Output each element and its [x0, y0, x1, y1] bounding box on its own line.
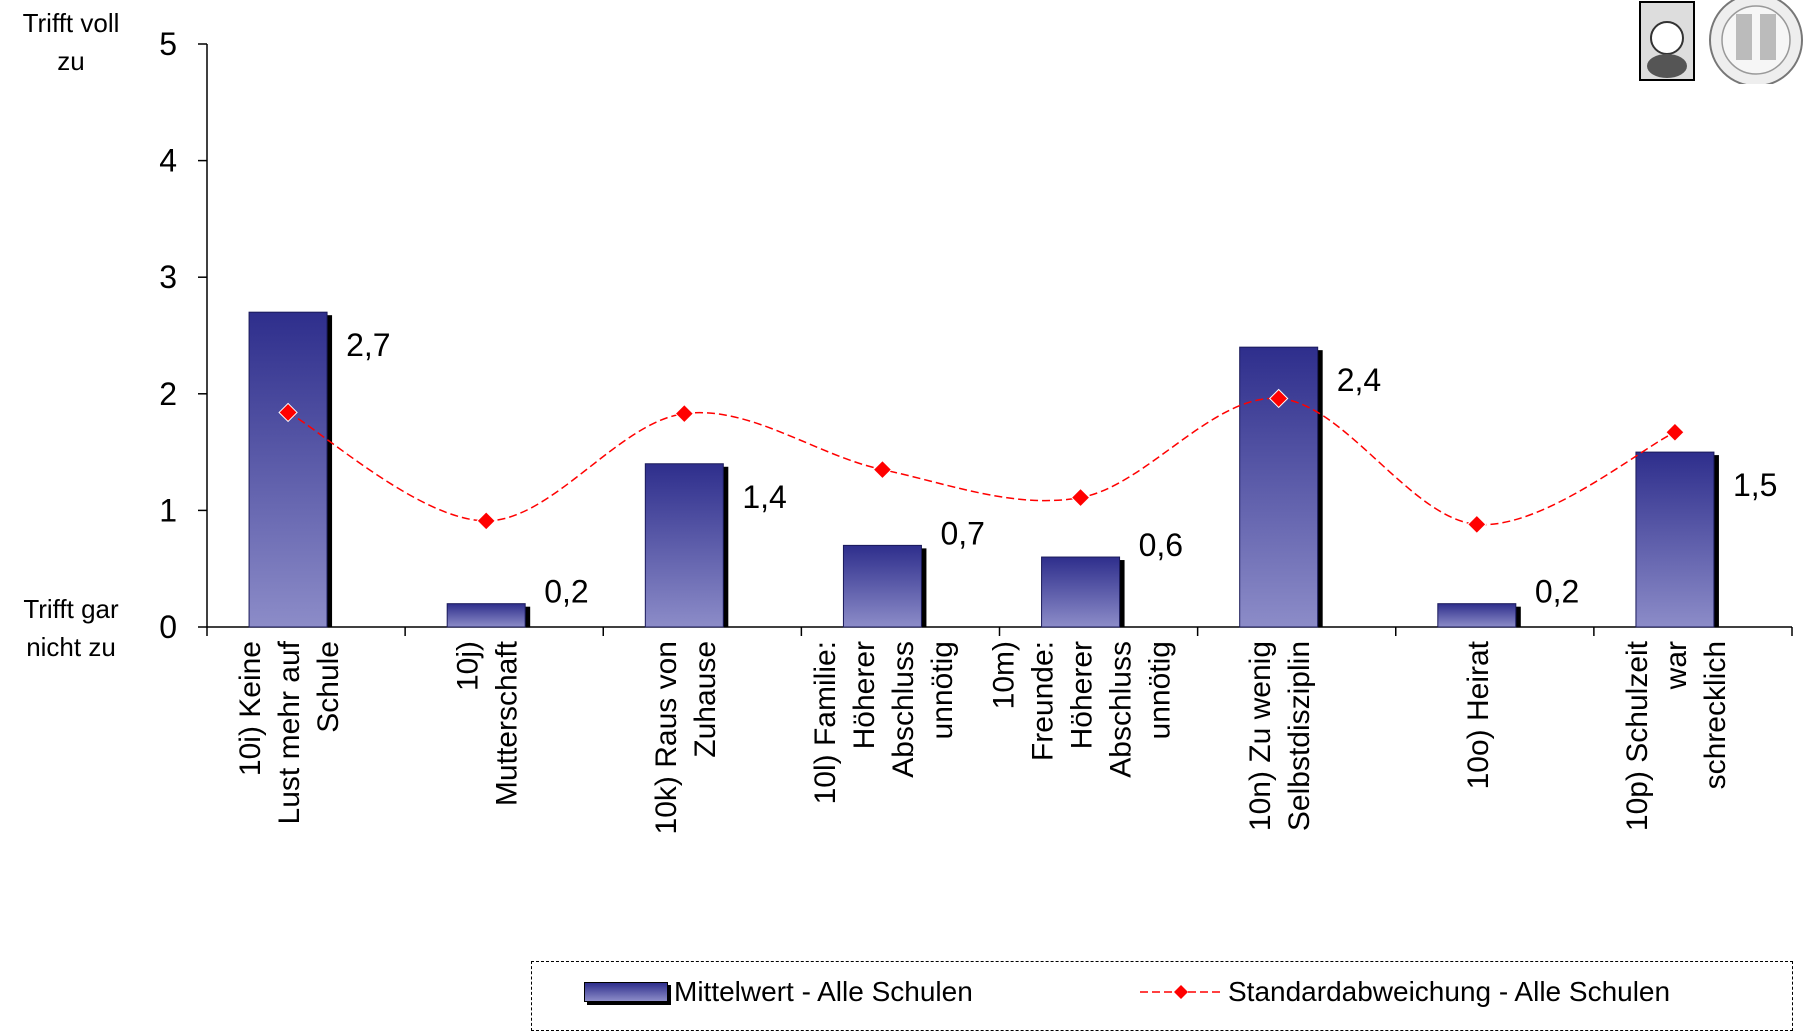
x-tick-label-line: 10j) [452, 641, 485, 691]
std-marker [1268, 388, 1289, 409]
x-tick-label-line: Mutterschaft [491, 640, 524, 806]
y-label-top: Trifft voll zu [22, 8, 120, 76]
x-tick-label-line: Freunde: [1027, 641, 1060, 761]
x-tick-label: 10p) Schulzeit war schrecklich [1621, 640, 1732, 831]
legend-line-swatch [1140, 985, 1222, 999]
bar-value-label: 0,2 [544, 574, 588, 610]
std-marker [1665, 422, 1685, 442]
x-tick-label: 10j) Mutterschaft [452, 640, 524, 806]
x-tick-label: 10k) Raus von Zuhause [650, 641, 722, 834]
bar-value-label: 2,7 [346, 327, 390, 363]
x-tick-label-line: war [1660, 641, 1693, 690]
x-tick-label: 10m) Freunde: Höherer Abschluss unnötig [988, 641, 1177, 778]
std-marker [278, 402, 298, 423]
x-tick-labels: 10i) Keine Lust mehr auf Schule 10j) Mutters… [234, 640, 1732, 834]
y-label-bottom: Trifft gar nicht zu [23, 594, 119, 662]
x-tick-label-line: 10i) Keine [234, 641, 267, 776]
bar-value-label: 0,6 [1139, 527, 1183, 563]
std-marker [872, 459, 893, 480]
bar [842, 544, 922, 628]
legend-bar-label: Mittelwert - Alle Schulen [674, 976, 973, 1007]
bar [1635, 451, 1715, 628]
bar [248, 311, 328, 628]
x-tick-label-line: 10k) Raus von [650, 641, 683, 834]
data-labels: 2,7 0,2 1,4 0,7 0,6 2,4 0,2 1,5 [346, 327, 1777, 610]
std-marker [476, 511, 496, 531]
x-tick-label: 10i) Keine Lust mehr auf Schule [234, 640, 345, 824]
x-tick-label-line: 10l) Familie: [809, 641, 842, 804]
y-tick-label: 4 [159, 143, 177, 179]
x-tick-label-line: 10n) Zu wenig [1244, 641, 1277, 831]
university-seal-logo [1639, 0, 1803, 84]
bar [446, 603, 526, 628]
std-line [278, 388, 1685, 535]
axes: 0 1 2 3 4 5 [159, 26, 1793, 645]
std-marker [1070, 487, 1091, 508]
x-tick-label-line: Schule [312, 641, 345, 733]
x-tick-label-line: Höherer [848, 641, 881, 749]
x-tick-label: 10l) Familie: Höherer Abschluss unnötig [809, 641, 959, 804]
bar-value-label: 1,5 [1733, 467, 1777, 503]
x-tick-label-line: Selbstdisziplin [1283, 641, 1316, 831]
bar [1437, 603, 1517, 628]
y-tick-label: 5 [159, 26, 177, 62]
x-tick-label-line: unnötig [926, 641, 959, 739]
y-tick-label: 2 [159, 376, 177, 412]
legend-bar-swatch [584, 982, 668, 1002]
y-tick-label: 0 [159, 609, 177, 645]
x-tick-label-line: Abschluss [1105, 641, 1138, 778]
x-tick-label-line: 10o) Heirat [1462, 640, 1495, 789]
legend: Mittelwert - Alle Schulen Standardabweic… [531, 961, 1793, 1031]
x-tick-label-line: Lust mehr auf [273, 640, 306, 824]
bars [248, 311, 1719, 628]
x-tick-label-line: schrecklich [1699, 641, 1732, 789]
y-tick-label: 1 [159, 492, 177, 528]
legend-item-line: Standardabweichung - Alle Schulen [1140, 976, 1670, 1008]
bar-value-label: 2,4 [1337, 362, 1381, 398]
bar-value-label: 1,4 [742, 479, 786, 515]
y-tick-label: 3 [159, 259, 177, 295]
x-tick-label-line: 10m) [988, 641, 1021, 709]
legend-line-label: Standardabweichung - Alle Schulen [1228, 976, 1671, 1007]
x-tick-label-line: Abschluss [887, 641, 920, 778]
bar-value-label: 0,7 [940, 515, 984, 551]
std-marker [1467, 514, 1487, 535]
x-tick-label: 10o) Heirat [1462, 640, 1495, 789]
legend-item-bar: Mittelwert - Alle Schulen [584, 976, 973, 1008]
x-tick-label-line: Zuhause [689, 641, 722, 758]
std-marker [674, 403, 695, 424]
x-tick-label: 10n) Zu wenig Selbstdisziplin [1244, 641, 1316, 831]
bar [644, 463, 724, 628]
x-tick-label-line: 10p) Schulzeit [1621, 640, 1654, 831]
bar [1041, 556, 1121, 628]
bar-value-label: 0,2 [1535, 574, 1579, 610]
x-tick-label-line: unnötig [1144, 641, 1177, 739]
x-tick-label-line: Höherer [1066, 641, 1099, 749]
std-line-path [287, 397, 1676, 526]
